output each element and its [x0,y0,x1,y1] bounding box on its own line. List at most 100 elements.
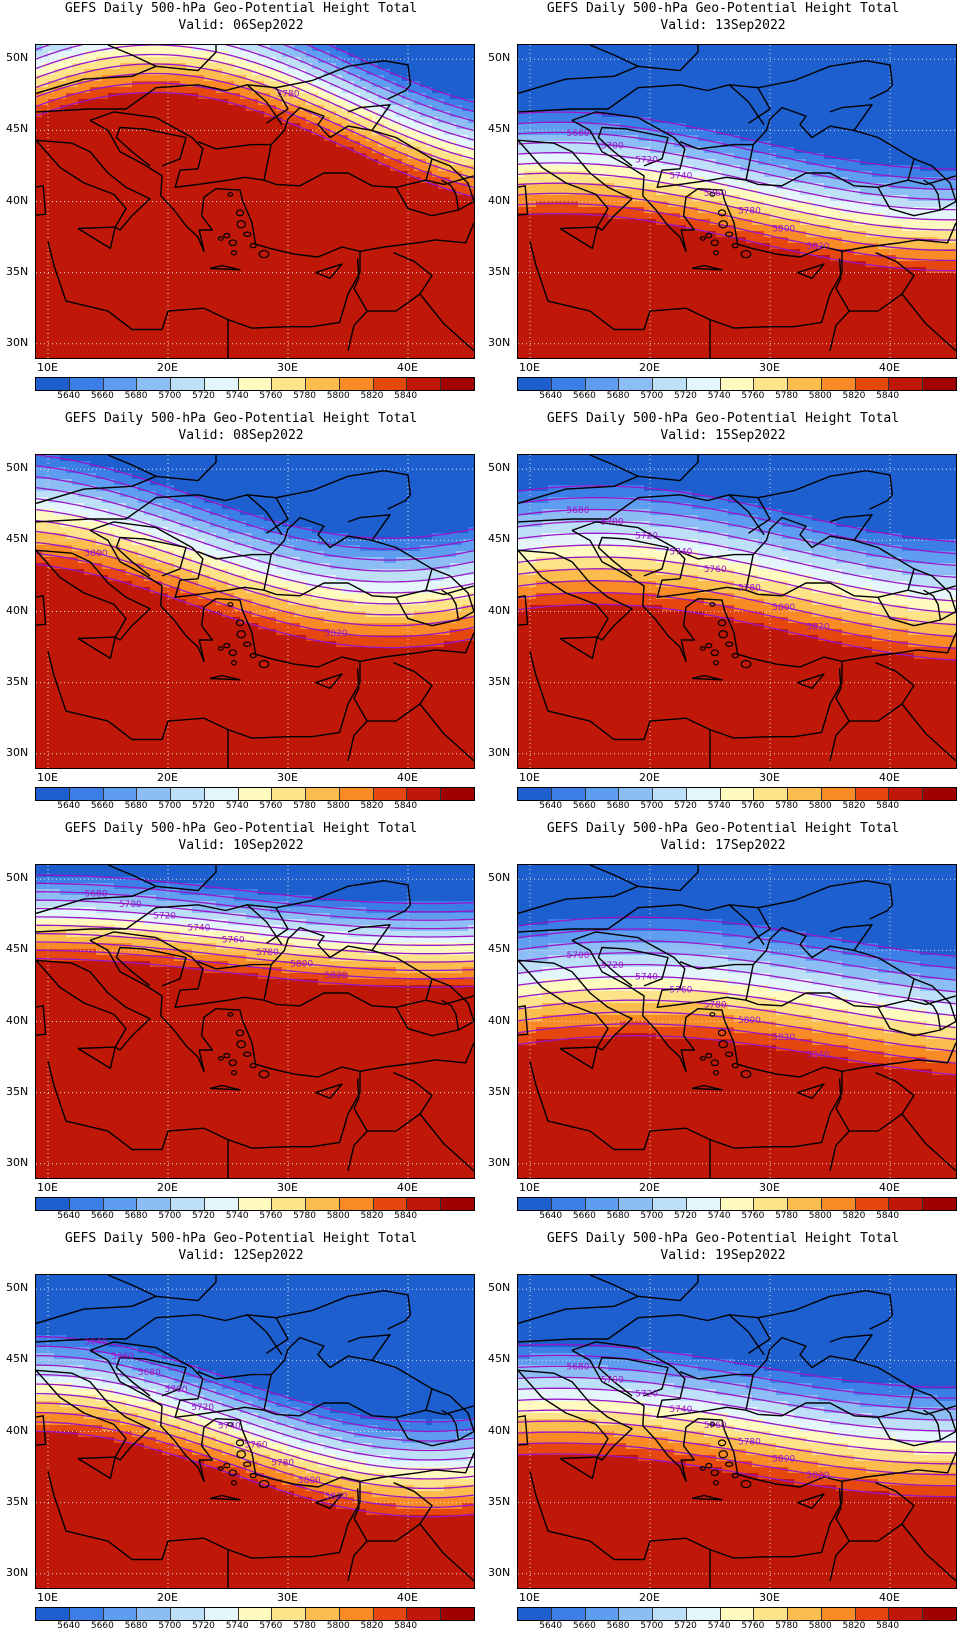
map-panel: GEFS Daily 500-hPa Geo-Potential Height … [0,0,482,407]
contour-line [36,1411,474,1499]
map-area: 5680 5700 5720 5740 5760 5780 5800 5820 [517,454,957,769]
colorbar-swatch [551,788,586,800]
colorbar-swatch [373,378,408,390]
contour-label: 5740 [669,172,692,182]
contour-labels: 5680 5700 5720 5740 5760 5780 5800 5820 [85,889,348,981]
colorbar-label: 5720 [670,1211,700,1221]
colorbar-swatch [855,788,890,800]
colorbar-swatch [238,788,273,800]
colorbar-label: 5760 [256,1211,286,1221]
colorbar-swatch [69,378,104,390]
colorbar-swatch [821,788,856,800]
colorbar [35,1197,475,1211]
panel-title: GEFS Daily 500-hPa Geo-Potential Height … [0,821,482,837]
colorbar-swatch [585,1608,620,1620]
colorbar-label: 5780 [290,1211,320,1221]
contour-label: 5820 [325,1492,348,1502]
colorbar-label: 5740 [704,1621,734,1631]
contour-line [36,907,474,938]
colorbar-label: 5680 [603,801,633,811]
contour-label: 5820 [807,242,830,252]
lat-lon-grid [36,45,474,358]
colorbar-swatch [720,378,755,390]
lat-label: 35N [6,265,34,278]
contour-label: 5780 [277,90,300,100]
lat-label: 30N [488,1566,516,1579]
colorbar-swatch [518,788,552,800]
contour-label: 5680 [567,129,590,139]
colorbar-swatch [407,378,442,390]
colorbar-swatch [407,788,442,800]
contour-line [518,1420,956,1465]
contour-label: 5720 [153,911,176,921]
contour-line [518,162,956,221]
lon-label: 20E [157,1181,178,1194]
contour-line [518,916,956,958]
coastlines-borders [36,455,474,768]
contour-line [518,1409,956,1454]
colorbar-swatch [103,788,138,800]
coastlines-borders [518,455,956,768]
colorbar-label: 5640 [536,391,566,401]
contour-line [518,1343,956,1388]
lat-lon-grid [518,1275,956,1588]
colorbar-swatch [653,788,687,800]
contour-label: 5800 [85,549,108,559]
contour-line [518,1376,956,1421]
colorbar-swatch [69,1608,104,1620]
contour-labels: 5800 5820 [85,549,348,639]
contour-line [518,1035,956,1076]
contour-line [36,1345,474,1433]
lat-label: 50N [6,51,34,64]
colorbar-label: 5720 [670,391,700,401]
colorbar-swatch [720,1608,755,1620]
contour-line [518,1387,956,1432]
contour-line [36,949,474,980]
lat-label: 50N [6,1281,34,1294]
contour-line [36,45,474,141]
colorbar [517,787,957,801]
colorbar-label: 5720 [670,801,700,811]
map-area: 5680 5700 5720 5740 5760 5780 5800 5820 [517,44,957,359]
colorbar-swatch [272,788,307,800]
colorbar-label: 5780 [772,801,802,811]
colorbar-swatch [788,378,822,390]
colorbar-swatch [788,1198,822,1210]
contour-line [518,141,956,201]
lon-label: 20E [639,1591,660,1604]
colorbar-swatch [238,378,273,390]
colorbar-label: 5800 [323,1211,353,1221]
colorbar-label: 5680 [121,391,151,401]
colorbar-label: 5640 [536,1621,566,1631]
contour-line [36,958,474,988]
colorbar-swatch [788,1608,822,1620]
colorbar-swatch [171,378,205,390]
contour-line [36,924,474,955]
colorbar-swatch [518,1198,552,1210]
panel-title: GEFS Daily 500-hPa Geo-Potential Height … [482,1231,964,1247]
colorbar-label: 5660 [569,1621,599,1631]
contour-line [518,508,956,567]
colorbar-swatch [36,1608,70,1620]
contour-line [518,1365,956,1410]
contour-line [518,121,956,180]
contour-line [518,556,956,614]
lon-label: 40E [879,771,900,784]
lat-label: 35N [488,1085,516,1098]
lat-label: 40N [6,1424,34,1437]
colorbar-label: 5840 [873,1621,903,1631]
lon-label: 30E [759,361,780,374]
colorbar-swatch [551,1608,586,1620]
colorbar-label: 5640 [54,391,84,401]
lon-label: 40E [879,361,900,374]
filled-contours [518,1275,956,1588]
colorbar-swatch [137,378,172,390]
panel-title: GEFS Daily 500-hPa Geo-Potential Height … [0,411,482,427]
colorbar-label: 5700 [155,1621,185,1631]
colorbar-label: 5700 [155,801,185,811]
colorbar-label: 5700 [637,391,667,401]
contour-label: 5760 [704,1421,727,1431]
lat-lon-grid [36,455,474,768]
lon-label: 10E [519,1181,540,1194]
filled-contours [518,45,956,358]
